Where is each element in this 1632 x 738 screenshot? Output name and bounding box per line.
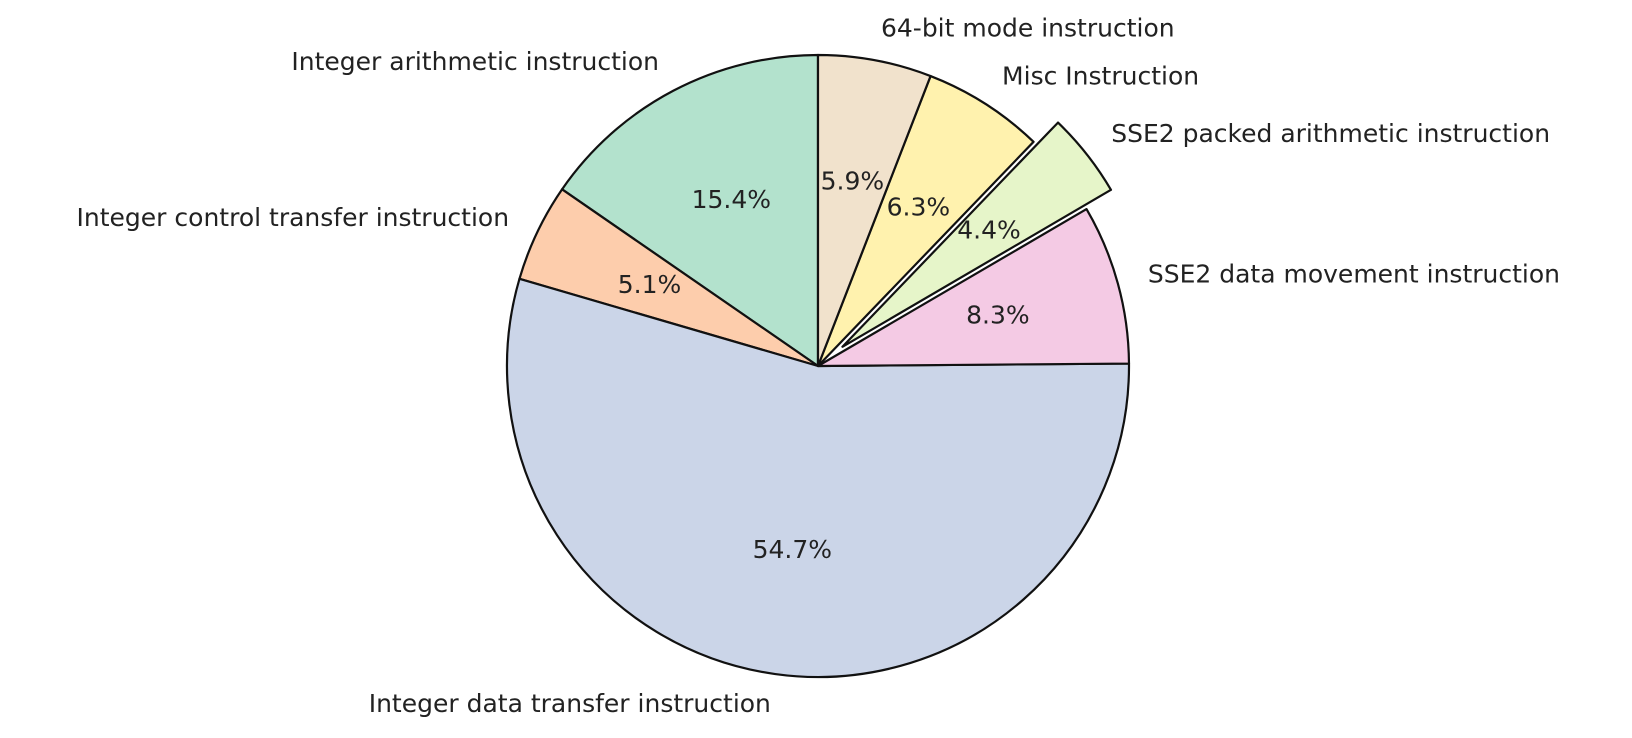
percent-label: 15.4%: [692, 185, 771, 214]
percent-label: 5.1%: [618, 270, 682, 299]
slice-label: Misc Instruction: [1002, 62, 1199, 91]
pie-slice: [560, 53, 820, 368]
percent-label: 4.4%: [957, 215, 1021, 244]
slice-label: SSE2 packed arithmetic instruction: [1111, 119, 1550, 148]
pie-slice: [505, 277, 1131, 679]
slice-label: 64-bit mode instruction: [881, 14, 1175, 43]
pie-slice: [816, 74, 1035, 368]
percent-label: 8.3%: [966, 301, 1030, 330]
pie-slice: [816, 53, 932, 368]
percent-label: 54.7%: [753, 535, 832, 564]
pie-slice: [816, 207, 1131, 368]
slice-label: Integer data transfer instruction: [369, 689, 771, 718]
percent-label: 6.3%: [887, 193, 951, 222]
slice-label: Integer arithmetic instruction: [291, 47, 659, 76]
percent-label: 5.9%: [821, 167, 885, 196]
slice-label: Integer control transfer instruction: [77, 203, 510, 232]
slice-label: SSE2 data movement instruction: [1148, 259, 1560, 288]
pie-slice: [841, 121, 1113, 348]
